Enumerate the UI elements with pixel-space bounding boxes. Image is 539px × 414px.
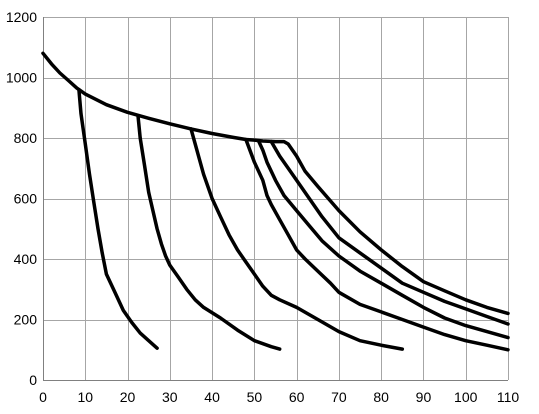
x-tick-label: 40 xyxy=(204,389,220,405)
x-tick-label: 0 xyxy=(39,389,47,405)
series-lines xyxy=(41,51,510,352)
x-tick-label: 70 xyxy=(331,389,347,405)
series-line-4 xyxy=(189,127,405,351)
y-tick-label: 600 xyxy=(14,191,38,207)
grid-lines xyxy=(43,17,509,380)
series-line-7 xyxy=(269,139,510,326)
x-tick-label: 20 xyxy=(120,389,136,405)
y-tick-label: 1200 xyxy=(6,9,37,25)
x-tick-label: 100 xyxy=(454,389,478,405)
x-tick-labels: 0 10 20 30 40 50 60 70 80 90 100 110 xyxy=(39,389,519,405)
x-tick-label: 10 xyxy=(77,389,93,405)
y-tick-label: 800 xyxy=(14,130,38,146)
x-tick-label: 60 xyxy=(289,389,305,405)
x-tick-label: 80 xyxy=(373,389,389,405)
axes xyxy=(43,17,508,381)
series-line-5 xyxy=(244,137,510,352)
y-tick-label: 0 xyxy=(29,372,37,388)
y-tick-label: 400 xyxy=(14,251,38,267)
x-tick-label: 30 xyxy=(162,389,178,405)
series-line-2 xyxy=(77,87,159,350)
y-tick-label: 200 xyxy=(14,312,38,328)
series-line-6 xyxy=(256,139,510,340)
y-tick-labels: 0 200 400 600 800 1000 1200 xyxy=(6,9,37,388)
y-tick-label: 1000 xyxy=(6,70,37,86)
x-tick-label: 50 xyxy=(247,389,263,405)
series-line-3 xyxy=(136,115,282,351)
x-tick-label: 90 xyxy=(416,389,432,405)
x-tick-label: 110 xyxy=(497,389,520,405)
series-line-1 xyxy=(41,51,510,316)
